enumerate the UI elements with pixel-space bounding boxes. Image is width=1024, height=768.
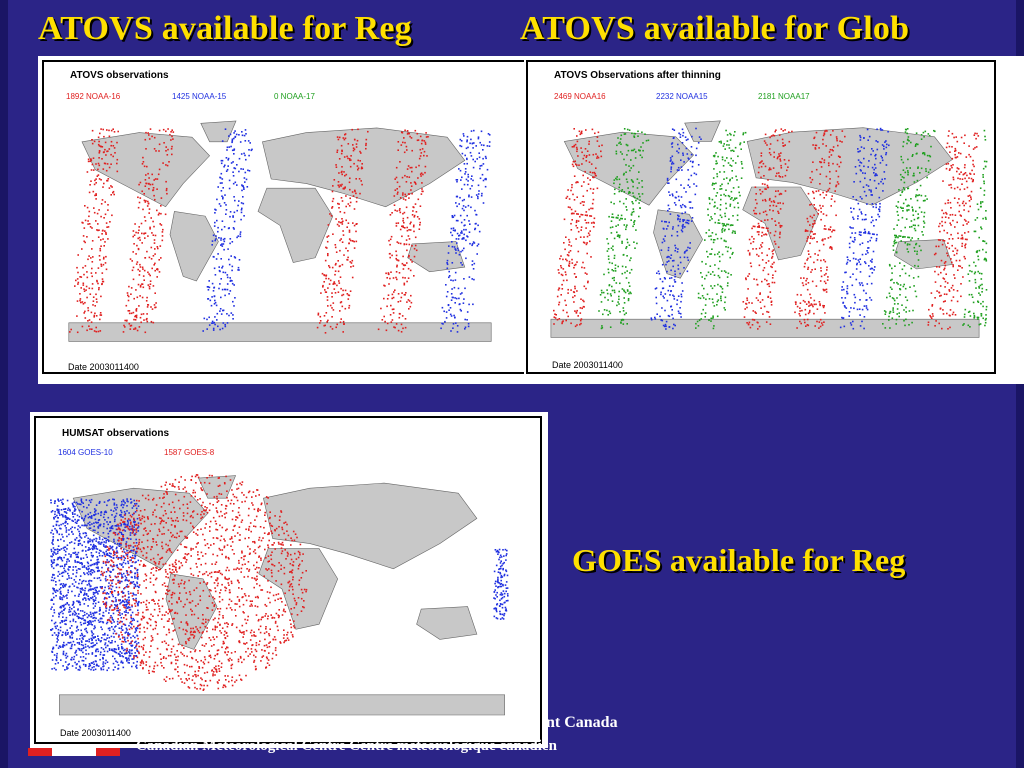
- landmass: [198, 475, 237, 499]
- goes-plot-title: HUMSAT observations: [62, 428, 170, 439]
- atovs-reg-legend-noaa17: 0 NOAA-17: [274, 92, 315, 101]
- goes-plot-frame: HUMSAT observations 1604 GOES-10 1587 GO…: [34, 416, 542, 744]
- atovs-glob-plot-title: ATOVS Observations after thinning: [554, 70, 721, 81]
- landmass: [893, 239, 953, 270]
- landmass: [684, 120, 721, 142]
- atovs-glob-map: [550, 120, 988, 338]
- landmass: [742, 186, 819, 261]
- atovs-glob-legend-noaa15: 2232 NOAA15: [656, 92, 708, 101]
- landmass: [563, 131, 695, 206]
- atovs-reg-plot-title: ATOVS observations: [70, 70, 169, 81]
- goes-panel: HUMSAT observations 1604 GOES-10 1587 GO…: [30, 412, 548, 748]
- landmass: [263, 482, 478, 570]
- observation-dots: [553, 127, 988, 330]
- atovs-glob-legend-noaa16: 2469 NOAA16: [554, 92, 606, 101]
- landmass: [59, 694, 506, 716]
- landmass: [257, 187, 334, 263]
- atovs-reg-map: [68, 120, 492, 342]
- landmass: [258, 548, 339, 630]
- atovs-reg-legend-noaa15: 1425 NOAA-15: [172, 92, 227, 101]
- goes-legend-goes8: 1587 GOES-8: [164, 448, 215, 457]
- landmass: [262, 127, 466, 208]
- observation-dots: [50, 474, 509, 691]
- atovs-glob-panel: ATOVS Observations after thinning 2469 N…: [524, 56, 1024, 384]
- title-goes-reg: GOES available for Reg: [572, 542, 906, 578]
- canada-flag-logo: [28, 748, 120, 756]
- landmass: [169, 211, 219, 282]
- atovs-reg-legend-noaa16: 1892 NOAA-16: [66, 92, 121, 101]
- map-land: [68, 120, 492, 342]
- landmass: [81, 132, 211, 208]
- landmass: [72, 487, 209, 570]
- landmass: [550, 318, 980, 338]
- atovs-reg-plot-frame: ATOVS observations 1892 NOAA-16 1425 NOA…: [42, 60, 526, 374]
- landmass: [653, 209, 703, 279]
- goes-legend-goes10: 1604 GOES-10: [58, 448, 113, 457]
- title-atovs-glob: ATOVS available for Glob: [520, 10, 910, 47]
- atovs-reg-date: Date 2003011400: [68, 362, 139, 372]
- title-atovs-reg: ATOVS available for Reg: [38, 10, 412, 47]
- goes-map: [50, 474, 509, 716]
- atovs-glob-plot-frame: ATOVS Observations after thinning 2469 N…: [526, 60, 996, 374]
- landmass: [416, 606, 478, 640]
- footer-line1: nt Canada: [546, 714, 618, 731]
- atovs-reg-panel: ATOVS observations 1892 NOAA-16 1425 NOA…: [38, 56, 542, 384]
- atovs-glob-date: Date 2003011400: [552, 360, 623, 370]
- landmass: [746, 127, 953, 206]
- map-land: [550, 120, 980, 338]
- landmass: [68, 322, 492, 342]
- observation-dots: [69, 128, 491, 334]
- landmass: [200, 120, 237, 143]
- goes-date: Date 2003011400: [60, 728, 131, 738]
- atovs-glob-legend-noaa17: 2181 NOAA17: [758, 92, 810, 101]
- footer-line2: Canadian Meteorological Centre Centre mé…: [136, 738, 557, 754]
